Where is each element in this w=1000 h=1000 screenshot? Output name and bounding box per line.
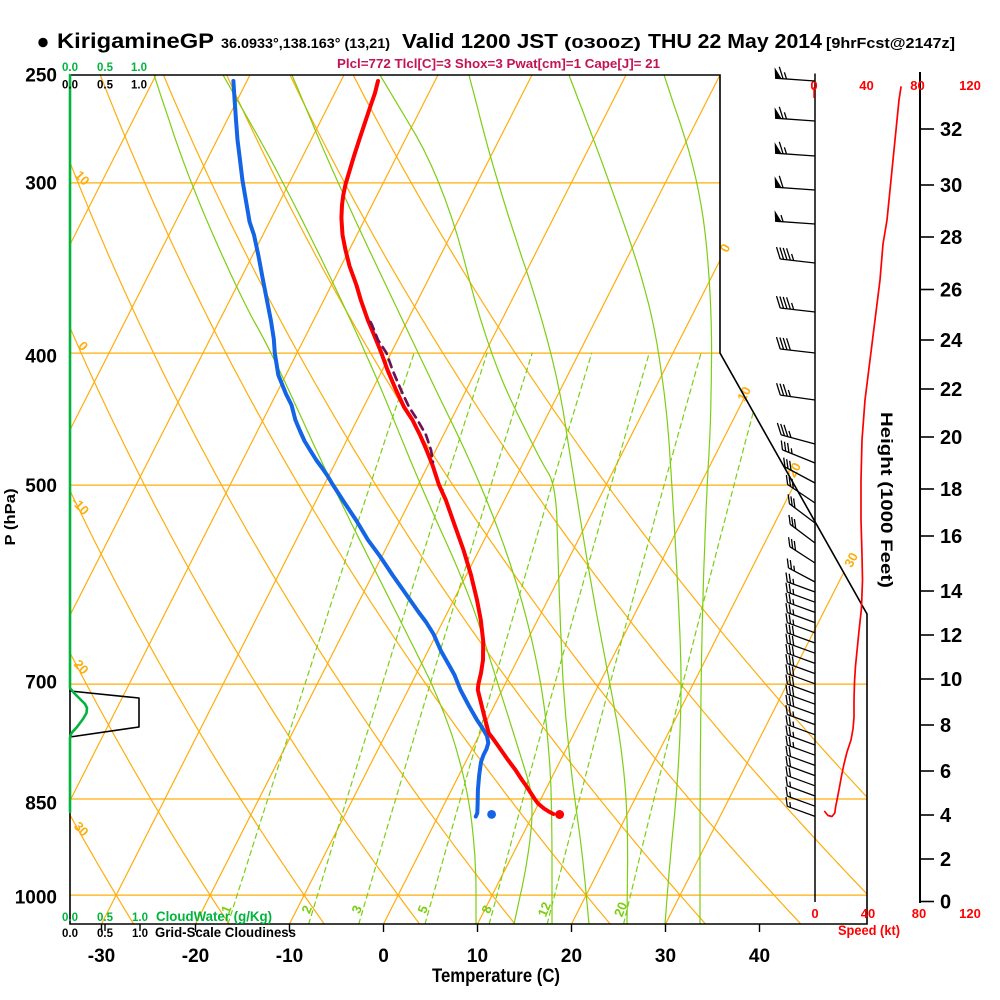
svg-text:1.0: 1.0 — [132, 912, 148, 924]
svg-text:40: 40 — [749, 946, 770, 967]
svg-text:20: 20 — [611, 900, 630, 919]
svg-text:12: 12 — [940, 625, 962, 647]
svg-text:0.5: 0.5 — [97, 912, 114, 924]
svg-text:Grid-Scale Cloudiness: Grid-Scale Cloudiness — [155, 925, 296, 940]
svg-text:40: 40 — [859, 78, 873, 93]
svg-text:24: 24 — [940, 330, 963, 352]
svg-text:0: 0 — [810, 78, 817, 93]
svg-text:0.0: 0.0 — [62, 928, 78, 940]
svg-text:32: 32 — [940, 119, 962, 141]
svg-text:Temperature (C): Temperature (C) — [432, 966, 560, 987]
svg-text:1.0: 1.0 — [131, 80, 147, 92]
svg-text:-20: -20 — [182, 946, 209, 967]
svg-text:Height (1000 Feet): Height (1000 Feet) — [877, 412, 896, 588]
svg-text:Speed (kt): Speed (kt) — [838, 922, 900, 938]
svg-text:400: 400 — [25, 347, 57, 368]
svg-text:0.5: 0.5 — [97, 80, 114, 92]
svg-text:0.0: 0.0 — [62, 62, 78, 74]
svg-text:10: 10 — [467, 946, 488, 967]
svg-text:120: 120 — [959, 78, 981, 93]
svg-text:1.0: 1.0 — [132, 928, 148, 940]
svg-text:20: 20 — [561, 946, 582, 967]
svg-text:300: 300 — [25, 174, 57, 195]
svg-text:P (hPa): P (hPa) — [2, 489, 19, 546]
svg-text:1.0: 1.0 — [131, 62, 147, 74]
svg-text:-10: -10 — [276, 946, 303, 967]
svg-text:KirigamineGP: KirigamineGP — [57, 30, 214, 53]
svg-text:0: 0 — [811, 906, 818, 921]
svg-text:20: 20 — [940, 427, 962, 449]
svg-text:18: 18 — [940, 479, 962, 501]
svg-text:2: 2 — [940, 849, 951, 871]
svg-text:8: 8 — [940, 715, 951, 737]
svg-text:12: 12 — [535, 900, 554, 919]
svg-text:80: 80 — [910, 78, 924, 93]
svg-text:0: 0 — [378, 946, 389, 967]
svg-text:30: 30 — [841, 550, 861, 570]
svg-text:22: 22 — [940, 379, 962, 401]
svg-text:CloudWater (g/Kg): CloudWater (g/Kg) — [156, 909, 272, 924]
svg-text:10: 10 — [940, 669, 962, 691]
svg-text:(0300Z): (0300Z) — [564, 35, 641, 52]
svg-text:0.0: 0.0 — [62, 80, 78, 92]
svg-text:0.5: 0.5 — [97, 928, 114, 940]
svg-text:850: 850 — [25, 794, 57, 815]
svg-text:250: 250 — [25, 66, 57, 87]
svg-text:6: 6 — [940, 761, 951, 783]
svg-text:Valid 1200 JST: Valid 1200 JST — [402, 30, 559, 53]
svg-text:40: 40 — [861, 906, 875, 921]
svg-text:Plcl=772 Tlcl[C]=3 Shox=3 Pwat: Plcl=772 Tlcl[C]=3 Shox=3 Pwat[cm]=1 Cap… — [337, 56, 660, 71]
svg-text:30: 30 — [940, 175, 962, 197]
svg-text:700: 700 — [25, 673, 57, 694]
svg-text:80: 80 — [912, 906, 926, 921]
svg-text:0.0: 0.0 — [62, 912, 78, 924]
svg-text:-30: -30 — [88, 946, 115, 967]
svg-text:0.5: 0.5 — [97, 62, 114, 74]
svg-text:1000: 1000 — [15, 888, 57, 909]
svg-text:28: 28 — [940, 227, 962, 249]
svg-text:10: 10 — [734, 384, 754, 404]
svg-text:4: 4 — [940, 805, 952, 827]
svg-text:0: 0 — [940, 892, 951, 914]
svg-text:120: 120 — [959, 906, 981, 921]
svg-text:26: 26 — [940, 280, 962, 302]
svg-text:14: 14 — [940, 581, 963, 603]
svg-text:16: 16 — [940, 526, 962, 548]
svg-text:THU 22 May 2014: THU 22 May 2014 — [648, 30, 823, 53]
svg-text:[9hrFcst@2147z]: [9hrFcst@2147z] — [826, 35, 955, 52]
svg-text:500: 500 — [25, 476, 57, 497]
svg-text:30: 30 — [655, 946, 676, 967]
svg-text:36.0933°,138.163° (13,21): 36.0933°,138.163° (13,21) — [221, 36, 390, 51]
